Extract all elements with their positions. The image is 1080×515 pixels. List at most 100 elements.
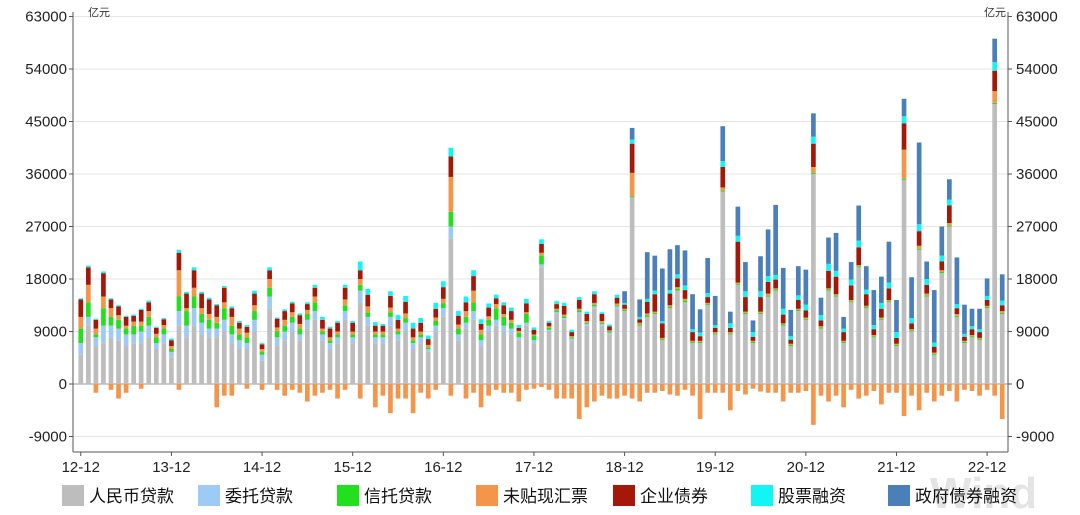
bar-segment: [660, 337, 665, 340]
left-unit-label: 亿元: [88, 6, 110, 19]
bar-segment-negative: [758, 384, 763, 392]
bar-segment: [388, 316, 393, 326]
bar-segment: [380, 325, 386, 332]
bar-segment: [471, 270, 476, 277]
bar-segment: [826, 270, 831, 289]
bar-segment: [841, 328, 846, 333]
bar-segment: [320, 334, 325, 341]
bar-segment: [508, 319, 514, 323]
bar-segment: [841, 332, 846, 341]
bar-stack: [576, 297, 582, 419]
bar-segment: [909, 329, 914, 331]
bar-segment: [720, 187, 726, 191]
bar-segment-negative: [289, 384, 295, 390]
bar-segment: [448, 226, 454, 239]
bar-segment: [93, 318, 99, 320]
bar-segment: [282, 325, 288, 332]
bar-segment: [123, 315, 129, 317]
bar-segment: [78, 298, 84, 300]
bar-segment: [894, 300, 899, 333]
bar-segment: [765, 276, 771, 282]
bar-segment: [660, 339, 665, 341]
bar-segment: [939, 272, 945, 274]
bar-segment: [795, 295, 801, 300]
bar-segment: [161, 325, 167, 329]
bar-stack: [267, 267, 272, 384]
bar-segment: [388, 291, 393, 296]
bar-segment-negative: [833, 384, 839, 396]
bar-stack: [78, 298, 84, 384]
bar-segment: [289, 316, 295, 323]
bar-segment: [682, 250, 688, 286]
bar-segment: [373, 331, 378, 335]
bar-segment: [380, 334, 386, 338]
bar-segment: [947, 226, 952, 384]
bar-segment: [524, 312, 529, 314]
bar-segment: [169, 351, 174, 358]
bar-stack: [380, 323, 386, 396]
bar-segment: [599, 322, 605, 324]
bar-segment: [146, 325, 152, 338]
bar-segment: [297, 323, 303, 329]
bar-segment: [463, 322, 469, 329]
bar-segment: [652, 290, 658, 295]
bar-segment: [795, 311, 801, 384]
bar-segment-negative: [712, 384, 718, 393]
bar-stack: [131, 314, 136, 384]
bar-stack: [342, 284, 348, 390]
bar-segment: [629, 127, 635, 140]
bar-segment: [697, 340, 703, 342]
bar-segment: [637, 324, 643, 326]
bar-segment: [176, 270, 182, 297]
bar-segment: [229, 334, 235, 344]
bar-segment: [614, 306, 620, 309]
bar-segment: [644, 313, 650, 316]
bar-segment-negative: [569, 384, 575, 399]
bar-segment: [237, 334, 242, 341]
bar-segment: [282, 340, 288, 384]
bar-segment: [622, 302, 627, 305]
bar-segment: [463, 302, 469, 312]
bar-segment: [342, 287, 348, 300]
bar-segment: [191, 296, 197, 309]
bar-segment: [365, 294, 371, 307]
bar-segment: [546, 329, 552, 332]
bar-segment: [803, 319, 809, 384]
bar-segment: [629, 143, 635, 173]
bar-segment-negative: [660, 384, 665, 391]
bar-segment: [206, 297, 212, 300]
bar-segment-negative: [312, 384, 318, 396]
bar-segment: [727, 328, 733, 333]
bar-segment: [931, 353, 937, 355]
bar-segment: [826, 263, 831, 271]
bar-segment: [463, 316, 469, 323]
bar-segment-negative: [274, 384, 280, 390]
bar-stack: [833, 232, 839, 396]
bar-segment: [508, 322, 514, 329]
bar-segment: [592, 294, 597, 303]
bar-segment: [403, 322, 408, 332]
bar-segment: [471, 302, 476, 312]
bar-segment: [584, 325, 590, 384]
bar-segment: [856, 247, 862, 265]
bar-stack: [93, 318, 99, 393]
bar-segment: [546, 328, 552, 330]
bar-segment: [539, 239, 544, 244]
bar-segment: [773, 288, 778, 290]
bar-segment: [252, 290, 257, 294]
bar-segment: [984, 307, 990, 309]
bar-segment: [161, 343, 167, 384]
bar-segment: [788, 344, 794, 347]
bar-segment: [373, 343, 378, 384]
bar-segment: [146, 311, 152, 317]
bar-segment: [516, 328, 522, 331]
bar-segment: [576, 310, 582, 313]
right-y-tick-label: 0: [1016, 376, 1024, 393]
bar-segment: [644, 316, 650, 384]
bar-stack: [456, 311, 461, 384]
bar-segment: [614, 303, 620, 306]
bar-segment: [101, 308, 106, 326]
bar-segment: [123, 346, 129, 384]
bar-segment-negative: [592, 384, 597, 402]
